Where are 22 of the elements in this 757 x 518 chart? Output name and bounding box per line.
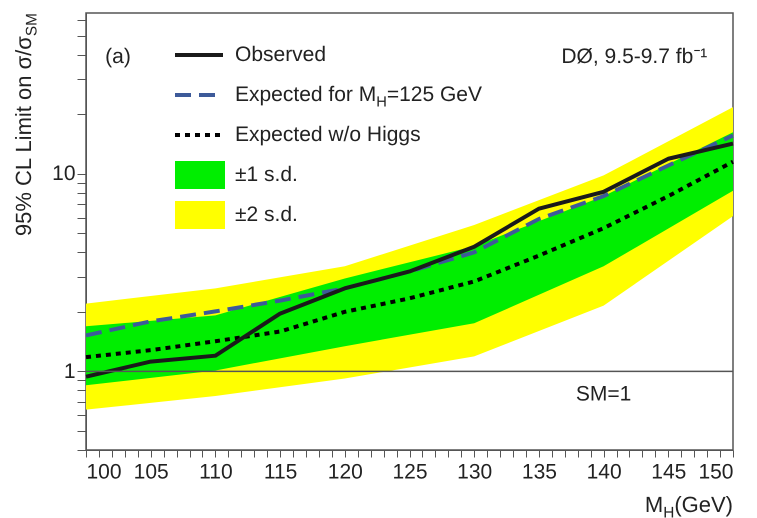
x-tick-label: 115: [264, 460, 298, 484]
x-tick-label: 110: [199, 460, 233, 484]
ref-line-label: SM=1: [576, 382, 632, 406]
x-tick-label: 125: [392, 460, 428, 484]
y-axis-title: 95% CL Limit on σ/σSM: [11, 13, 41, 236]
legend-label: Expected w/o Higgs: [235, 123, 421, 146]
annotation: DØ, 9.5-9.7 fb⁻¹: [561, 45, 708, 68]
x-tick-label: 150: [698, 460, 734, 484]
x-tick-label: 100: [86, 460, 122, 484]
legend-label: ±1 s.d.: [235, 163, 298, 186]
x-tick-label: 120: [328, 460, 363, 484]
y-tick-label: 1: [64, 360, 76, 383]
y-tick-label: 10: [52, 162, 76, 186]
x-tick-label: 140: [586, 460, 622, 484]
annotation: (a): [105, 45, 131, 68]
legend-label: Observed: [235, 43, 326, 66]
x-tick-label: 105: [134, 460, 169, 484]
line-series: [84, 160, 735, 360]
x-tick-label: 135: [522, 460, 557, 484]
x-tick-label: 130: [457, 460, 492, 484]
x-tick-label: 145: [651, 460, 686, 484]
legend-label: ±2 s.d.: [235, 203, 298, 226]
